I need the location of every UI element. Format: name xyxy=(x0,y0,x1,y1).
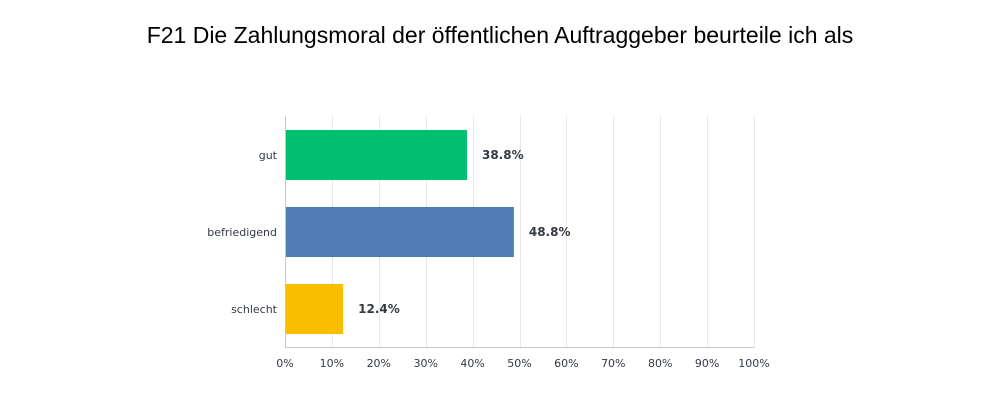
bar-befriedigend xyxy=(286,207,514,257)
x-tick-label: 60% xyxy=(554,357,578,370)
category-label: befriedigend xyxy=(207,226,277,239)
x-tick-label: 50% xyxy=(507,357,531,370)
labels: 0% 10% 20% 30% 40% 50% 60% 70% 80% 90% 100% gut 38.8… xyxy=(207,148,769,370)
category-label: gut xyxy=(259,149,278,162)
x-tick-label: 30% xyxy=(413,357,437,370)
x-tick-label: 80% xyxy=(648,357,672,370)
axes xyxy=(285,116,755,348)
bar-gut xyxy=(286,130,467,180)
x-tick-label: 100% xyxy=(738,357,769,370)
x-tick-label: 70% xyxy=(601,357,625,370)
category-label: schlecht xyxy=(231,303,278,316)
x-tick-label: 40% xyxy=(460,357,484,370)
bar-schlecht xyxy=(286,284,344,334)
data-label: 38.8% xyxy=(482,148,524,162)
x-tick-label: 10% xyxy=(320,357,344,370)
x-tick-label: 0% xyxy=(276,357,293,370)
bars xyxy=(286,130,514,334)
data-label: 48.8% xyxy=(529,225,571,239)
chart-title: F21 Die Zahlungsmoral der öffentlichen A… xyxy=(146,22,854,48)
x-tick-label: 90% xyxy=(695,357,719,370)
data-label: 12.4% xyxy=(358,302,400,316)
x-tick-label: 20% xyxy=(367,357,391,370)
